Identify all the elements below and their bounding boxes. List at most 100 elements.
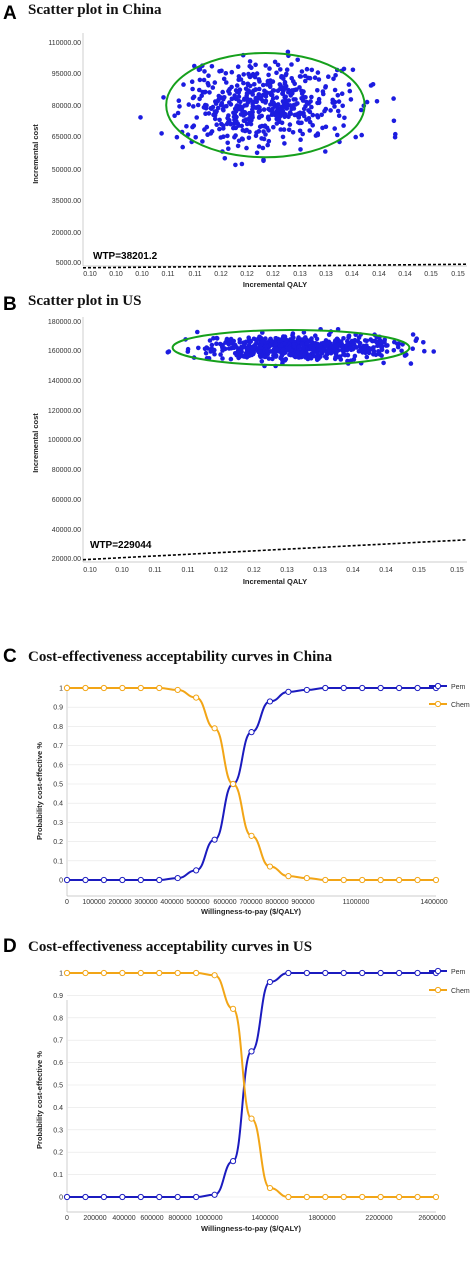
- scatter-point: [370, 338, 375, 344]
- scatter-point: [244, 355, 250, 360]
- scatter-point: [242, 103, 247, 108]
- scatter-point: [239, 123, 244, 129]
- scatter-point: [261, 136, 267, 142]
- scatter-point: [414, 336, 420, 342]
- panel-a: A Scatter plot in China Incremental cost…: [3, 2, 468, 289]
- panel-c-marks: [63, 684, 440, 884]
- scatter-point: [253, 62, 258, 68]
- scatter-point: [174, 134, 180, 140]
- y-tick-label: 0.8: [53, 724, 63, 731]
- scatter-point: [268, 90, 274, 96]
- scatter-point: [328, 341, 334, 347]
- x-tick-label: 1400000: [420, 899, 447, 906]
- scatter-point: [284, 71, 289, 77]
- scatter-point: [260, 82, 266, 88]
- scatter-point: [275, 88, 281, 93]
- y-tick-label: 0.2: [53, 839, 63, 846]
- data-point-chem: [82, 969, 89, 977]
- panel-c-y-ticks: 0 0.1 0.2 0.3 0.4 0.5 0.6 0.7 0.8 0.9 1: [53, 686, 63, 885]
- data-point-pem: [340, 969, 347, 977]
- scatter-point: [225, 140, 230, 146]
- panel-b-x-ticks: 0.10 0.10 0.11 0.11 0.12 0.12 0.13 0.13 …: [83, 567, 464, 574]
- scatter-point: [216, 93, 222, 99]
- data-point-chem: [211, 725, 218, 732]
- confidence-ellipse: [171, 329, 411, 367]
- scatter-point: [257, 334, 262, 340]
- scatter-point: [353, 134, 359, 140]
- data-point-chem: [156, 969, 163, 977]
- data-point-chem: [248, 1115, 255, 1122]
- x-tick-label: 1400000: [251, 1215, 278, 1222]
- scatter-point: [279, 120, 285, 126]
- scatter-point: [236, 74, 242, 79]
- scatter-point: [189, 79, 195, 84]
- data-point-pem: [266, 698, 274, 705]
- scatter-point: [369, 346, 374, 352]
- scatter-point: [236, 138, 242, 144]
- scatter-point: [280, 358, 285, 363]
- data-point-chem: [266, 863, 274, 870]
- scatter-point: [250, 92, 255, 97]
- data-point-pem: [100, 876, 108, 884]
- scatter-point: [228, 356, 234, 362]
- scatter-point: [301, 330, 307, 335]
- scatter-point: [391, 96, 396, 101]
- data-point-chem: [432, 876, 440, 884]
- panel-a-title: Scatter plot in China: [28, 2, 162, 18]
- scatter-point: [268, 102, 273, 107]
- scatter-point: [241, 97, 247, 102]
- x-tick-label: 0.13: [280, 567, 294, 574]
- scatter-point: [301, 353, 307, 358]
- data-point-chem: [285, 873, 292, 880]
- y-tick-label: 0.8: [53, 1015, 63, 1022]
- panel-c-ylabel: Probability cost-effective %: [35, 742, 44, 840]
- scatter-point: [236, 98, 242, 104]
- panel-c-title: Cost-effectiveness acceptability curves …: [28, 649, 333, 665]
- scatter-point: [286, 98, 292, 103]
- scatter-point: [272, 59, 278, 65]
- panel-a-ylabel: Incremental cost: [31, 124, 40, 184]
- scatter-point: [263, 90, 269, 95]
- panel-d-legend: Pem Chem: [429, 967, 470, 995]
- scatter-point: [235, 64, 241, 69]
- legend-label-pem: Pem: [451, 969, 466, 976]
- scatter-point: [276, 107, 282, 112]
- data-point-pem: [119, 1193, 126, 1201]
- scatter-point: [263, 63, 269, 68]
- scatter-point: [350, 67, 356, 73]
- scatter-point: [279, 74, 284, 80]
- scatter-point: [208, 131, 214, 136]
- scatter-point: [384, 349, 390, 354]
- scatter-point: [203, 111, 208, 116]
- scatter-point: [297, 85, 302, 90]
- data-point-pem: [193, 1193, 200, 1201]
- scatter-point: [255, 104, 261, 110]
- data-point-pem: [63, 876, 71, 884]
- scatter-point: [291, 335, 296, 340]
- x-tick-label: 0.13: [313, 567, 327, 574]
- scatter-point: [341, 66, 347, 72]
- scatter-point: [264, 348, 270, 354]
- data-point-pem: [119, 876, 126, 884]
- scatter-point: [201, 105, 207, 110]
- scatter-point: [293, 354, 298, 360]
- legend-item-chem: Chem: [429, 700, 470, 709]
- scatter-point: [265, 115, 271, 121]
- scatter-point: [296, 337, 301, 342]
- data-point-pem: [359, 684, 366, 692]
- data-point-chem: [82, 684, 89, 692]
- scatter-point: [252, 82, 257, 87]
- scatter-point: [165, 350, 171, 355]
- scatter-point: [286, 346, 292, 351]
- scatter-point: [184, 124, 189, 129]
- scatter-point: [212, 116, 218, 122]
- scatter-point: [226, 341, 231, 347]
- y-tick-label: 0.5: [53, 782, 63, 789]
- scatter-point: [315, 88, 320, 93]
- x-tick-label: 1800000: [308, 1215, 335, 1222]
- panel-a-x-ticks: 0.10 0.10 0.10 0.11 0.11 0.12 0.12 0.12 …: [83, 271, 465, 278]
- scatter-point: [180, 144, 185, 150]
- scatter-point: [247, 118, 252, 124]
- scatter-point: [307, 128, 313, 133]
- scatter-point: [222, 95, 227, 100]
